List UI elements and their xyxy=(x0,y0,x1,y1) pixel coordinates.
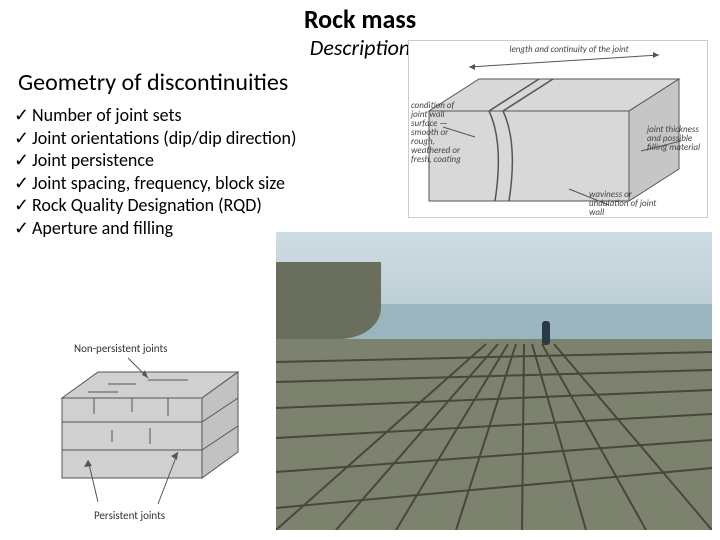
checkmark-icon: ✓ xyxy=(14,149,32,172)
list-item: ✓Joint spacing, frequency, block size xyxy=(14,172,296,195)
list-item: ✓Joint orientations (dip/dip direction) xyxy=(14,127,296,150)
checkmark-icon: ✓ xyxy=(14,194,32,217)
diagram-label-persistent: Persistent joints xyxy=(94,509,165,522)
checkmark-icon: ✓ xyxy=(14,172,32,195)
list-item-label: Joint spacing, frequency, block size xyxy=(32,172,285,194)
diagram-label-nonpersistent: Non-persistent joints xyxy=(74,342,167,355)
diagram-label-waviness: waviness or undulation of joint wall xyxy=(589,190,669,217)
list-item-label: Rock Quality Designation (RQD) xyxy=(32,194,262,216)
list-item: ✓Rock Quality Designation (RQD) xyxy=(14,194,296,217)
list-item: ✓Aperture and filling xyxy=(14,217,296,240)
list-item-label: Joint persistence xyxy=(32,149,154,171)
list-item: ✓Number of joint sets xyxy=(14,104,296,127)
diagram-label-condition: condition of joint wall surface — smooth… xyxy=(411,101,467,164)
section-heading: Geometry of discontinuities xyxy=(18,68,288,97)
geometry-checklist: ✓Number of joint sets ✓Joint orientation… xyxy=(14,104,296,239)
checkmark-icon: ✓ xyxy=(14,127,32,150)
joint-block-diagram: length and continuity of the joint condi… xyxy=(408,40,708,218)
persistence-svg xyxy=(38,342,250,522)
rock-pavement-photo xyxy=(276,232,712,530)
persistence-diagram: Non-persistent joints Persistent joints xyxy=(38,342,250,522)
diagram-label-length: length and continuity of the joint xyxy=(479,45,659,54)
list-item-label: Joint orientations (dip/dip direction) xyxy=(32,127,296,149)
diagram-label-thickness: joint thickness and possible filling mat… xyxy=(647,125,707,152)
slide-title: Rock mass xyxy=(0,3,720,35)
checkmark-icon: ✓ xyxy=(14,104,32,127)
list-item-label: Number of joint sets xyxy=(32,104,182,126)
checkmark-icon: ✓ xyxy=(14,217,32,240)
list-item: ✓Joint persistence xyxy=(14,149,296,172)
list-item-label: Aperture and filling xyxy=(32,217,173,239)
photo-joint-grid xyxy=(276,232,712,530)
